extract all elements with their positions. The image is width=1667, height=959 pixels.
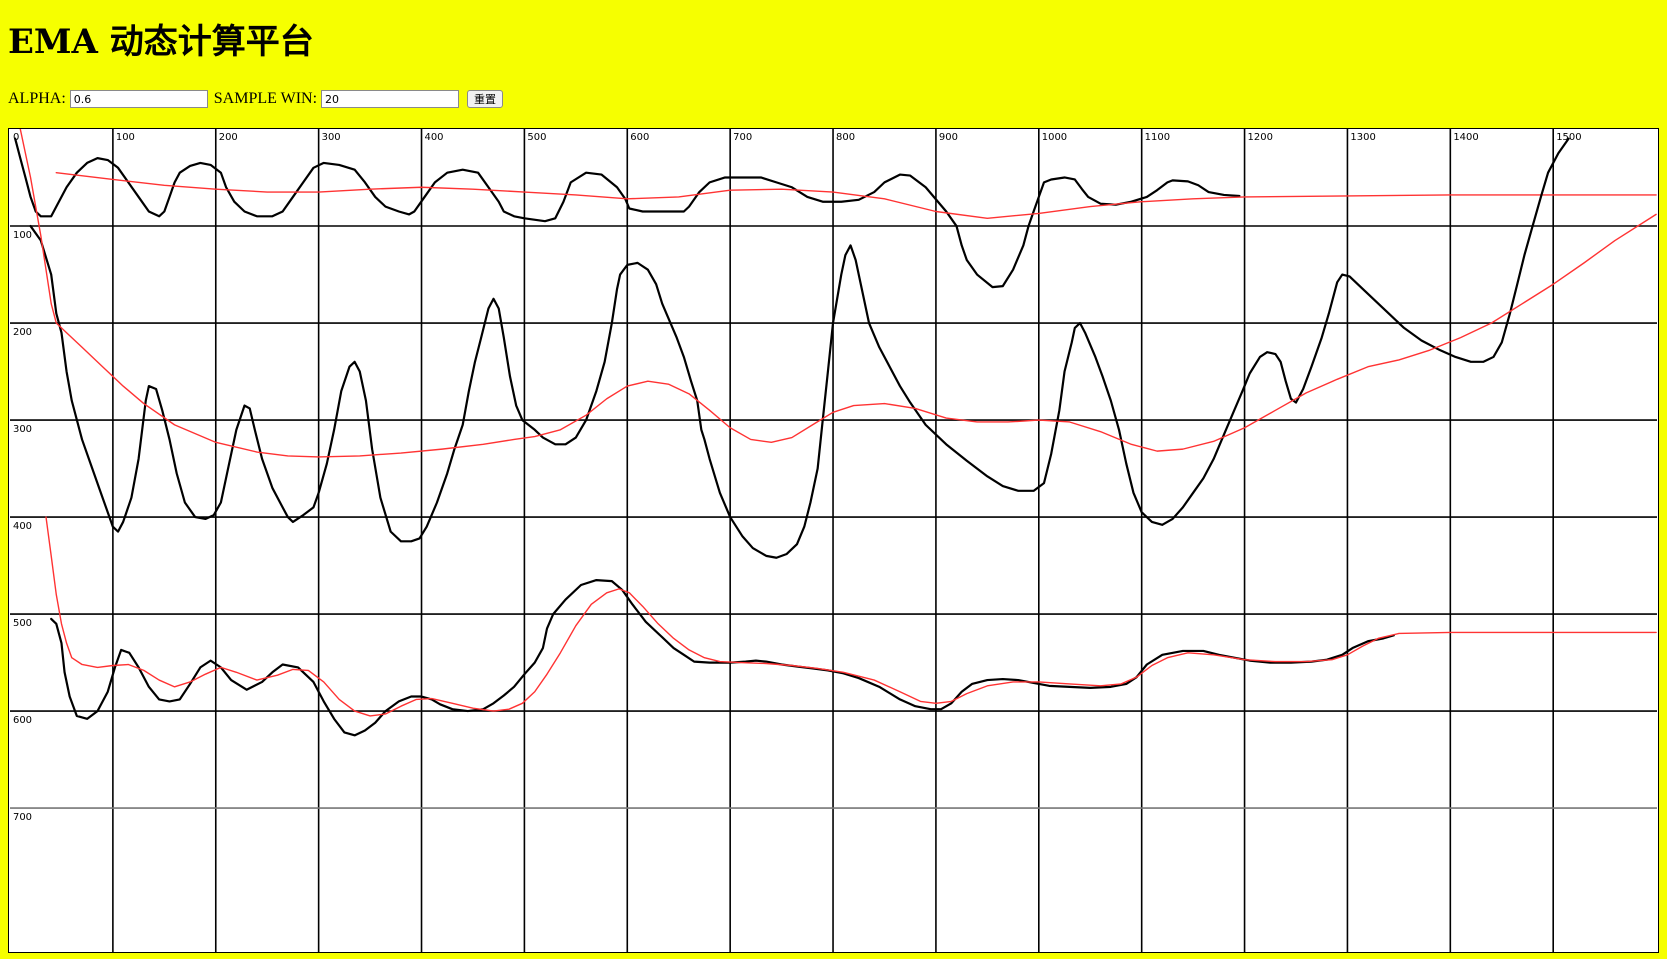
y-tick-label-600: 600 xyxy=(13,715,32,726)
reset-button[interactable]: 重置 xyxy=(467,90,504,108)
x-tick-label-1000: 1000 xyxy=(1042,132,1067,143)
plot-canvas[interactable]: 0 100 200 300 400 500 600 700 800 900 1000 1100 1200… xyxy=(8,128,1659,953)
alpha-input[interactable] xyxy=(69,90,208,108)
x-tick-label-400: 400 xyxy=(425,132,444,143)
x-tick-label-500: 500 xyxy=(527,132,546,143)
sample-win-input[interactable] xyxy=(321,90,460,108)
x-tick-label-0: 0 xyxy=(13,132,19,143)
raw-series-line-4 xyxy=(50,579,1395,737)
x-tick-label-1300: 1300 xyxy=(1350,132,1375,143)
raw-series-line-2 xyxy=(29,137,1570,559)
y-tick-label-100: 100 xyxy=(13,230,32,241)
page-title: EMA 动态计算平台 xyxy=(8,22,314,62)
x-tick-label-900: 900 xyxy=(939,132,958,143)
x-tick-label-700: 700 xyxy=(733,132,752,143)
ema-series-line-1 xyxy=(55,171,1657,219)
x-tick-label-1400: 1400 xyxy=(1453,132,1478,143)
raw-series-line-0 xyxy=(14,137,1241,289)
y-tick-label-500: 500 xyxy=(13,618,32,629)
x-tick-label-300: 300 xyxy=(322,132,341,143)
ema-series-line-3 xyxy=(19,129,1657,458)
x-tick-label-1500: 1500 xyxy=(1556,132,1581,143)
alpha-label: ALPHA: xyxy=(8,90,66,107)
x-tick-label-800: 800 xyxy=(836,132,855,143)
y-tick-label-700: 700 xyxy=(13,812,32,823)
controls-bar: ALPHA: SAMPLE WIN: 重置 xyxy=(8,87,504,111)
grid xyxy=(10,129,1657,952)
y-tick-label-200: 200 xyxy=(13,327,32,338)
x-tick-label-1100: 1100 xyxy=(1145,132,1170,143)
sample-win-label: SAMPLE WIN: xyxy=(213,90,318,107)
x-tick-label-600: 600 xyxy=(630,132,649,143)
x-tick-label-100: 100 xyxy=(116,132,135,143)
series-group xyxy=(14,129,1657,737)
ema-series-line-5 xyxy=(45,516,1657,717)
y-tick-label-400: 400 xyxy=(13,521,32,532)
axis-labels: 0 100 200 300 400 500 600 700 800 900 1000 1100 1200… xyxy=(13,132,1582,823)
x-tick-label-1200: 1200 xyxy=(1248,132,1273,143)
x-tick-label-200: 200 xyxy=(219,132,238,143)
y-tick-label-300: 300 xyxy=(13,424,32,435)
